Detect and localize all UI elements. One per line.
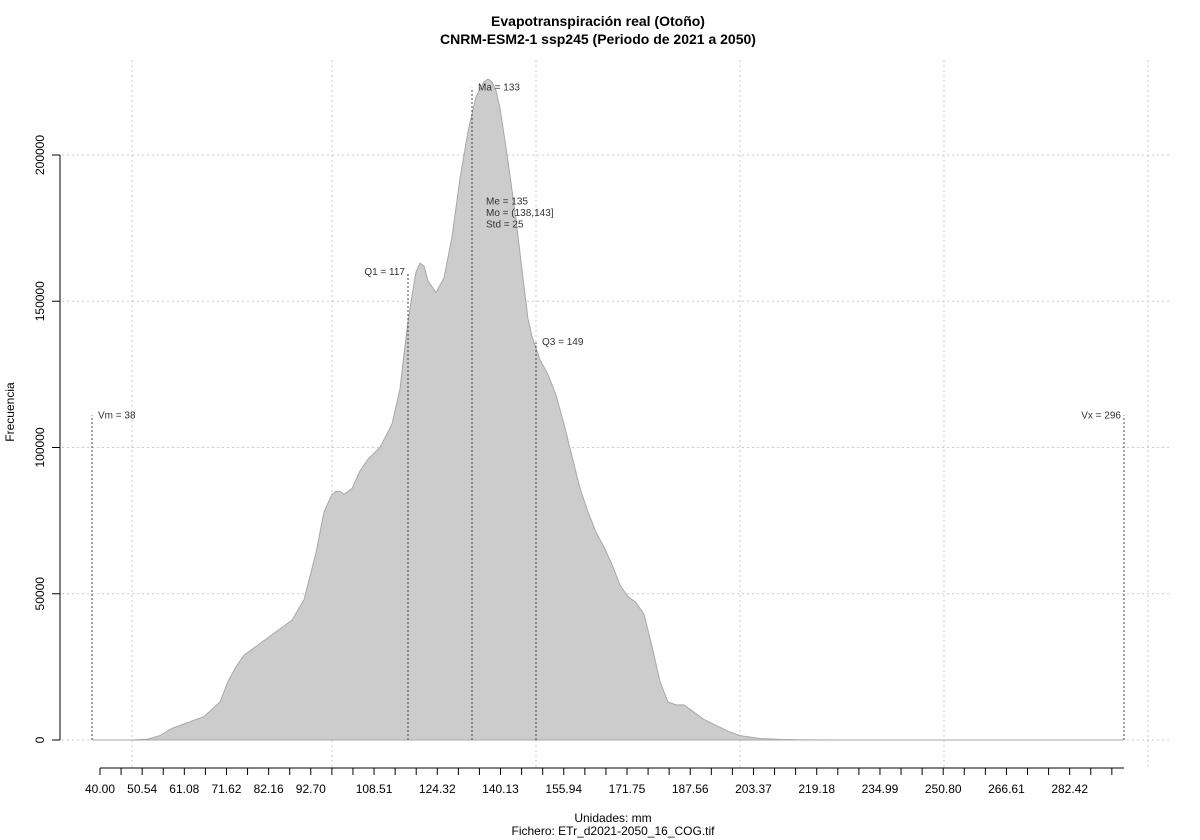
x-tick-label: 140.13 xyxy=(482,782,519,796)
x-tick-label: 282.42 xyxy=(1051,782,1088,796)
y-tick-label: 100000 xyxy=(33,427,47,467)
x-tick-label: 219.18 xyxy=(798,782,835,796)
stat-marker-label: Q3 = 149 xyxy=(542,337,584,348)
x-tick-label: 171.75 xyxy=(609,782,646,796)
x-tick-label: 234.99 xyxy=(862,782,899,796)
x-tick-label: 50.54 xyxy=(127,782,157,796)
x-tick-label: 108.51 xyxy=(356,782,393,796)
stats-text-line: Me = 135 xyxy=(486,197,528,208)
stats-text-line: Mo = (138,143] xyxy=(486,208,554,219)
x-tick-label: 82.16 xyxy=(254,782,284,796)
x-tick-label: 266.61 xyxy=(988,782,1025,796)
x-tick-label: 250.80 xyxy=(925,782,962,796)
density-area xyxy=(92,78,1124,741)
y-tick-label: 150000 xyxy=(33,281,47,321)
x-tick-label: 203.37 xyxy=(735,782,772,796)
stat-marker-label: Vx = 296 xyxy=(1081,410,1121,421)
chart-caption: Fichero: ETr_d2021-2050_16_COG.tif xyxy=(512,824,716,838)
axis-layer: 0 50000 100000 150000 200000 40.00 50.54 61.08 7… xyxy=(33,135,1124,796)
stat-marker-label: Q1 = 117 xyxy=(364,267,405,278)
stat-marker-label: Vm = 38 xyxy=(98,410,136,421)
x-tick-label: 71.62 xyxy=(211,782,241,796)
x-tick-label: 155.94 xyxy=(545,782,582,796)
x-tick-label: 124.32 xyxy=(419,782,456,796)
x-tick-label: 40.00 xyxy=(85,782,115,796)
stat-marker-label: Ma = 133 xyxy=(478,83,520,94)
y-axis-label: Frecuencia xyxy=(3,382,17,442)
y-tick-label: 200000 xyxy=(33,135,47,175)
x-tick-label: 92.70 xyxy=(296,782,326,796)
area-layer xyxy=(92,78,1124,741)
annotation-layer: Vm = 38 Q1 = 117 Ma = 133 Q3 = 149 Vx = 296 M… xyxy=(91,83,1125,740)
x-tick-label: 187.56 xyxy=(672,782,709,796)
stats-text-line: Std = 25 xyxy=(486,220,524,231)
x-tick-label: 61.08 xyxy=(169,782,199,796)
x-axis-label: Unidades: mm xyxy=(574,811,651,825)
chart-subtitle: CNRM-ESM2-1 ssp245 (Periodo de 2021 a 20… xyxy=(440,31,756,47)
chart-title: Evapotranspiración real (Otoño) xyxy=(491,13,705,29)
y-tick-label: 50000 xyxy=(33,577,47,611)
y-tick-label: 0 xyxy=(33,736,47,743)
